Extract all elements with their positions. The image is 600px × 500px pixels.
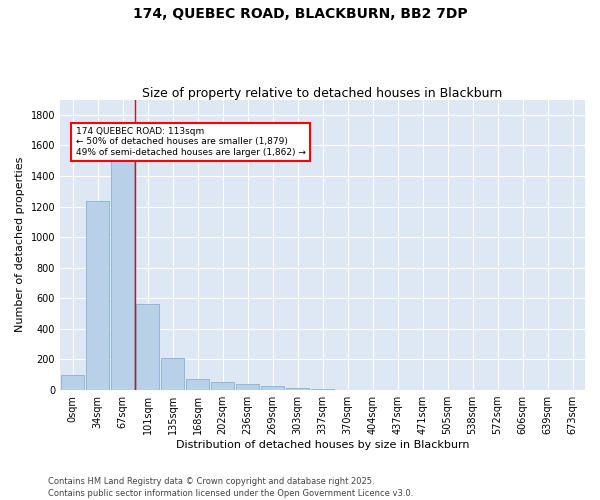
X-axis label: Distribution of detached houses by size in Blackburn: Distribution of detached houses by size …	[176, 440, 469, 450]
Text: 174, QUEBEC ROAD, BLACKBURN, BB2 7DP: 174, QUEBEC ROAD, BLACKBURN, BB2 7DP	[133, 8, 467, 22]
Bar	[161, 358, 184, 390]
Text: 174 QUEBEC ROAD: 113sqm
← 50% of detached houses are smaller (1,879)
49% of semi: 174 QUEBEC ROAD: 113sqm ← 50% of detache…	[76, 127, 305, 157]
Bar	[185, 378, 209, 390]
Bar	[86, 201, 109, 390]
Bar	[286, 388, 310, 390]
Bar	[260, 386, 284, 390]
Bar	[136, 304, 160, 390]
Title: Size of property relative to detached houses in Blackburn: Size of property relative to detached ho…	[142, 86, 503, 100]
Bar	[211, 382, 235, 390]
Y-axis label: Number of detached properties: Number of detached properties	[15, 157, 25, 332]
Bar	[61, 375, 85, 390]
Bar	[236, 384, 259, 390]
Text: Contains HM Land Registry data © Crown copyright and database right 2025.
Contai: Contains HM Land Registry data © Crown c…	[48, 476, 413, 498]
Bar	[110, 159, 134, 390]
